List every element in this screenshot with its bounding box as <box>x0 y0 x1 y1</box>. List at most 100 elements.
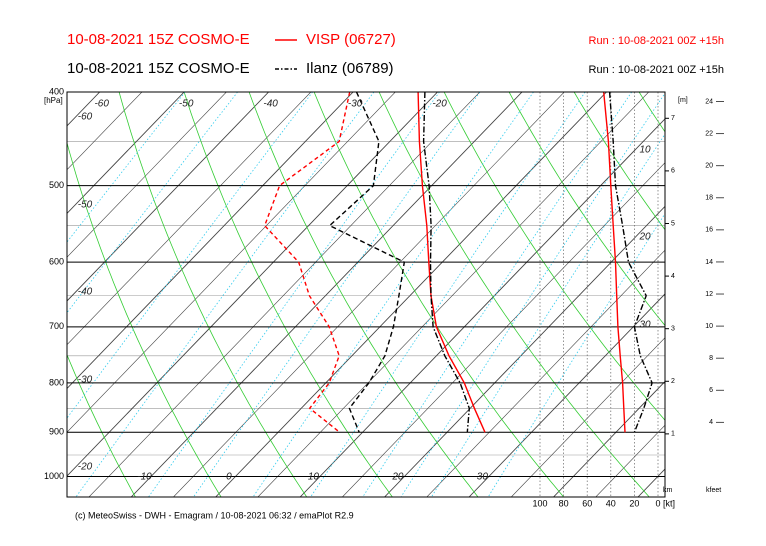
mixing-ratio-line <box>148 92 440 497</box>
mixing-ratio-line <box>310 92 586 497</box>
legend-entry: Ilanz (06789) <box>306 60 394 77</box>
kfeet-tick-label: 6 <box>709 387 713 394</box>
km-tick-label: 6 <box>671 168 675 175</box>
isotherm-label: -50 <box>78 200 93 211</box>
legend-model: 10-08-2021 15Z COSMO-E <box>67 31 250 48</box>
dry-adiabat <box>67 141 222 497</box>
isotherm <box>299 118 665 497</box>
y-tick-label: 400 <box>49 86 64 96</box>
isotherm-label: -20 <box>78 462 93 473</box>
isotherm <box>173 92 565 497</box>
y-tick-label: 900 <box>49 427 64 437</box>
wind-tick-label: 60 <box>582 498 592 508</box>
y-tick-label: 600 <box>49 257 64 267</box>
height-unit: [m] <box>678 97 688 104</box>
isotherm-label: 30 <box>639 320 651 331</box>
isotherm <box>215 92 607 497</box>
y-tick-label: 700 <box>49 321 64 331</box>
wind-speed-line <box>603 92 626 433</box>
isotherm <box>67 92 227 258</box>
isotherm <box>67 92 269 302</box>
isotherm <box>88 92 481 497</box>
isotherm-label: -30 <box>78 375 93 386</box>
kfeet-tick-label: 24 <box>705 98 713 105</box>
isotherm <box>637 468 665 497</box>
profiles <box>263 92 653 433</box>
footer: (c) MeteoSwiss - DWH - Emagram / 10-08-2… <box>75 510 354 520</box>
kfeet-tick-label: 12 <box>705 291 713 298</box>
temperature-line <box>422 92 471 433</box>
legend-entry: VISP (06727) <box>306 31 396 48</box>
dry-adiabat <box>0 92 50 497</box>
isotherm <box>468 293 665 497</box>
isotherm <box>680 92 766 497</box>
kfeet-label: kfeet <box>706 487 721 494</box>
km-label: km <box>663 487 673 494</box>
isotherm <box>67 92 185 215</box>
dewpoint-line <box>328 92 406 433</box>
legend-model: 10-08-2021 15Z COSMO-E <box>67 60 250 77</box>
x-tick-label: 20 <box>391 472 404 483</box>
mixing-ratio-line <box>400 92 665 497</box>
isotherm-label: -30 <box>348 99 363 110</box>
plot-frame <box>66 91 666 498</box>
isotherm <box>67 92 354 390</box>
km-tick-label: 3 <box>671 326 675 333</box>
isotherm-label: 20 <box>638 232 651 243</box>
isotherm-label: -60 <box>78 112 93 123</box>
km-tick-label: 5 <box>671 220 675 227</box>
x-tick-label: 10 <box>308 472 320 483</box>
kfeet-tick-label: 4 <box>709 419 713 426</box>
isotherm-label: -20 <box>432 99 447 110</box>
isotherm <box>67 92 438 477</box>
dry-adiabat <box>704 92 766 497</box>
wind-speed-line <box>608 92 653 433</box>
isotherm <box>511 337 665 497</box>
dry-adiabat <box>313 92 565 497</box>
wind-tick-label: 80 <box>559 498 569 508</box>
y-tick-label: 800 <box>49 377 64 387</box>
kfeet-tick-label: 22 <box>705 131 713 138</box>
wind-tick-label: 20 <box>629 498 639 508</box>
isotherm <box>722 92 766 497</box>
isotherm <box>67 92 143 171</box>
isotherm <box>384 205 665 497</box>
x-tick-label: -10 <box>137 472 152 483</box>
isotherm <box>342 162 665 497</box>
isotherm-label: -50 <box>179 99 194 110</box>
isotherm <box>67 92 396 433</box>
isotherm <box>130 92 523 497</box>
dry-adiabat <box>67 353 136 497</box>
dry-adiabat <box>248 92 479 497</box>
kfeet-tick-label: 20 <box>705 163 713 170</box>
kfeet-tick-label: 8 <box>709 355 713 362</box>
km-tick-label: 1 <box>671 431 675 438</box>
x-tick-label: 30 <box>477 472 489 483</box>
mixing-ratio-line <box>431 133 665 497</box>
y-tick-label: 1000 <box>44 471 64 481</box>
grid <box>0 92 766 497</box>
mixing-ratio-line <box>67 92 238 314</box>
mixing-ratio-line <box>67 92 313 419</box>
kfeet-tick-label: 10 <box>705 323 713 330</box>
wind-tick-label: 100 <box>532 498 547 508</box>
dry-adiabat <box>573 92 665 231</box>
isotherm <box>595 424 665 497</box>
wind-tick-label: 0 <box>655 498 660 508</box>
kfeet-tick-label: 18 <box>705 195 713 202</box>
y-tick-label: 500 <box>49 180 64 190</box>
dry-adiabat <box>183 92 393 497</box>
isotherm-label: -40 <box>78 287 93 298</box>
run-info: Run : 10-08-2021 00Z +15h <box>589 64 724 76</box>
wind-tick-label: 40 <box>606 498 616 508</box>
isotherm <box>553 380 665 497</box>
wind-unit: [kt] <box>663 498 675 508</box>
mixing-ratio-line <box>75 92 375 497</box>
mixing-ratio-line <box>193 92 481 497</box>
isotherm-label: -40 <box>263 99 278 110</box>
dry-adiabat <box>443 92 665 421</box>
run-info: Run : 10-08-2021 00Z +15h <box>589 35 724 47</box>
kfeet-tick-label: 14 <box>705 259 713 266</box>
dewpoint-line <box>263 92 351 433</box>
